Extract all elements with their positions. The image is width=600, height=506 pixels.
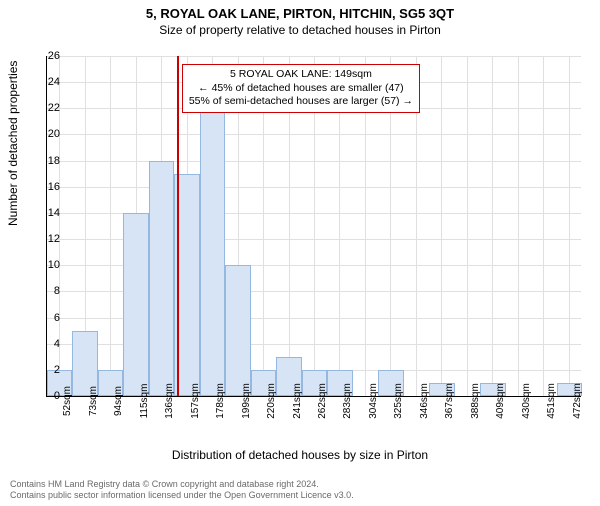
x-axis-label: Distribution of detached houses by size … (0, 448, 600, 462)
gridline-v (110, 56, 111, 396)
x-tick-label: 430sqm (521, 383, 532, 419)
y-tick-label: 10 (48, 259, 60, 271)
footer-line-2: Contains public sector information licen… (10, 490, 354, 502)
annotation-line: ← 45% of detached houses are smaller (47… (189, 82, 413, 96)
footer-attribution: Contains HM Land Registry data © Crown c… (10, 479, 354, 502)
y-tick-label: 6 (54, 312, 60, 324)
y-tick-label: 24 (48, 76, 60, 88)
histogram-bar (149, 161, 174, 396)
x-tick-label: 262sqm (317, 383, 328, 419)
y-axis-label: Number of detached properties (6, 61, 20, 226)
marker-line (177, 56, 179, 396)
x-tick-label: 367sqm (444, 383, 455, 419)
gridline-v (543, 56, 544, 396)
y-tick-label: 22 (48, 102, 60, 114)
footer-line-1: Contains HM Land Registry data © Crown c… (10, 479, 354, 491)
gridline-v (467, 56, 468, 396)
x-tick-label: 325sqm (393, 383, 404, 419)
y-tick-label: 14 (48, 207, 60, 219)
gridline-v (441, 56, 442, 396)
gridline-v (492, 56, 493, 396)
x-tick-label: 52sqm (62, 386, 73, 416)
annotation-line: 5 ROYAL OAK LANE: 149sqm (189, 68, 413, 82)
x-tick-label: 220sqm (266, 383, 277, 419)
y-tick-label: 26 (48, 50, 60, 62)
chart-subtitle: Size of property relative to detached ho… (0, 23, 600, 37)
y-tick-label: 2 (54, 364, 60, 376)
annotation-line: 55% of semi-detached houses are larger (… (189, 95, 413, 109)
x-tick-label: 115sqm (139, 384, 150, 419)
x-tick-label: 451sqm (546, 383, 557, 419)
gridline-v (518, 56, 519, 396)
gridline-v (569, 56, 570, 396)
x-tick-label: 178sqm (215, 383, 226, 419)
x-tick-label: 346sqm (419, 383, 430, 419)
x-tick-label: 199sqm (241, 383, 252, 419)
histogram-bar (200, 108, 225, 396)
chart-title: 5, ROYAL OAK LANE, PIRTON, HITCHIN, SG5 … (0, 6, 600, 21)
histogram-bar (225, 265, 250, 396)
x-tick-label: 157sqm (190, 383, 201, 419)
y-tick-label: 12 (48, 233, 60, 245)
x-tick-label: 409sqm (495, 383, 506, 419)
x-tick-label: 136sqm (164, 383, 175, 419)
x-tick-label: 283sqm (342, 383, 353, 419)
y-tick-label: 20 (48, 128, 60, 140)
x-tick-label: 472sqm (572, 383, 583, 419)
y-tick-label: 18 (48, 155, 60, 167)
x-tick-label: 304sqm (368, 383, 379, 419)
y-tick-label: 8 (54, 285, 60, 297)
y-tick-label: 0 (54, 390, 60, 402)
x-tick-label: 73sqm (88, 386, 99, 416)
chart-container: 5, ROYAL OAK LANE, PIRTON, HITCHIN, SG5 … (0, 6, 600, 506)
x-tick-label: 388sqm (470, 383, 481, 419)
y-tick-label: 16 (48, 181, 60, 193)
y-tick-label: 4 (54, 338, 60, 350)
histogram-bar (123, 213, 148, 396)
annotation-box: 5 ROYAL OAK LANE: 149sqm← 45% of detache… (182, 64, 420, 113)
x-tick-label: 94sqm (113, 386, 124, 416)
x-tick-label: 241sqm (292, 383, 303, 419)
